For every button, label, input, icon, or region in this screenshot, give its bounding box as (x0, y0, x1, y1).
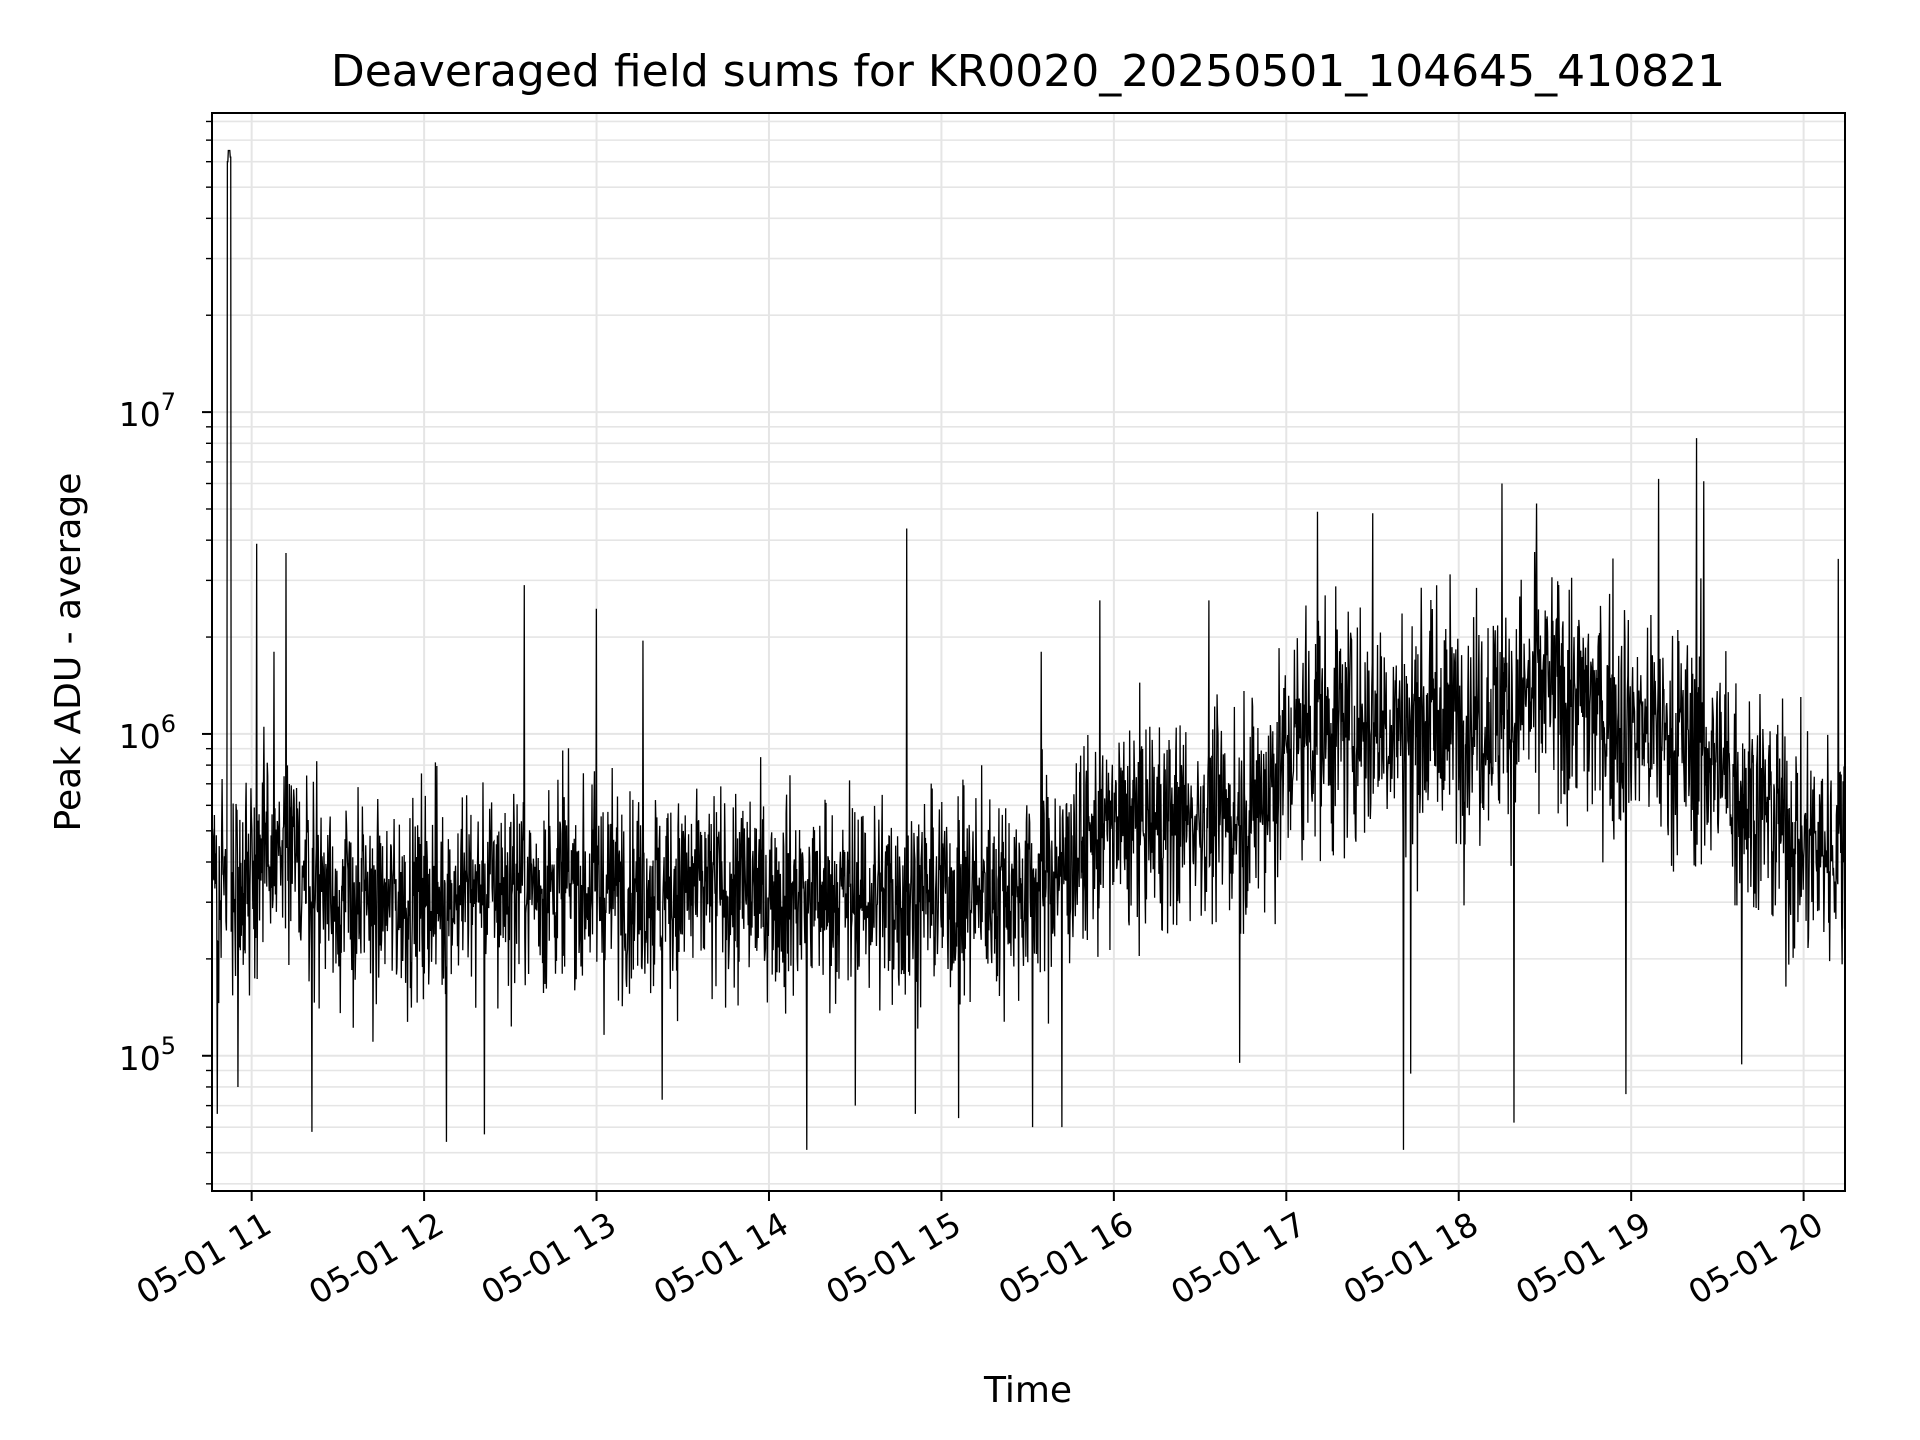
y-tick-label: 105 (119, 1032, 176, 1078)
x-axis-label: Time (983, 1370, 1072, 1411)
y-tick-label: 107 (119, 388, 176, 434)
y-tick-label: 106 (119, 710, 176, 756)
series-layer (212, 149, 1845, 1150)
x-tick-label: 05-01 11 (130, 1204, 278, 1312)
x-tick-label: 05-01 13 (475, 1204, 623, 1312)
series-line (212, 149, 1845, 1150)
plot-frame (211, 112, 1846, 1192)
x-tick-label: 05-01 14 (647, 1204, 795, 1312)
x-tick-label: 05-01 17 (1164, 1204, 1312, 1312)
x-tick-label: 05-01 18 (1337, 1204, 1485, 1312)
x-tick-label: 05-01 16 (992, 1204, 1140, 1312)
x-tick-label: 05-01 15 (819, 1204, 967, 1312)
chart-title: Deaveraged field sums for KR0020_2025050… (331, 46, 1725, 97)
x-tick-label: 05-01 20 (1682, 1204, 1830, 1312)
x-tick-label: 05-01 19 (1509, 1204, 1657, 1312)
x-tick-label: 05-01 12 (302, 1204, 450, 1312)
y-axis-label: Peak ADU - average (48, 473, 89, 832)
